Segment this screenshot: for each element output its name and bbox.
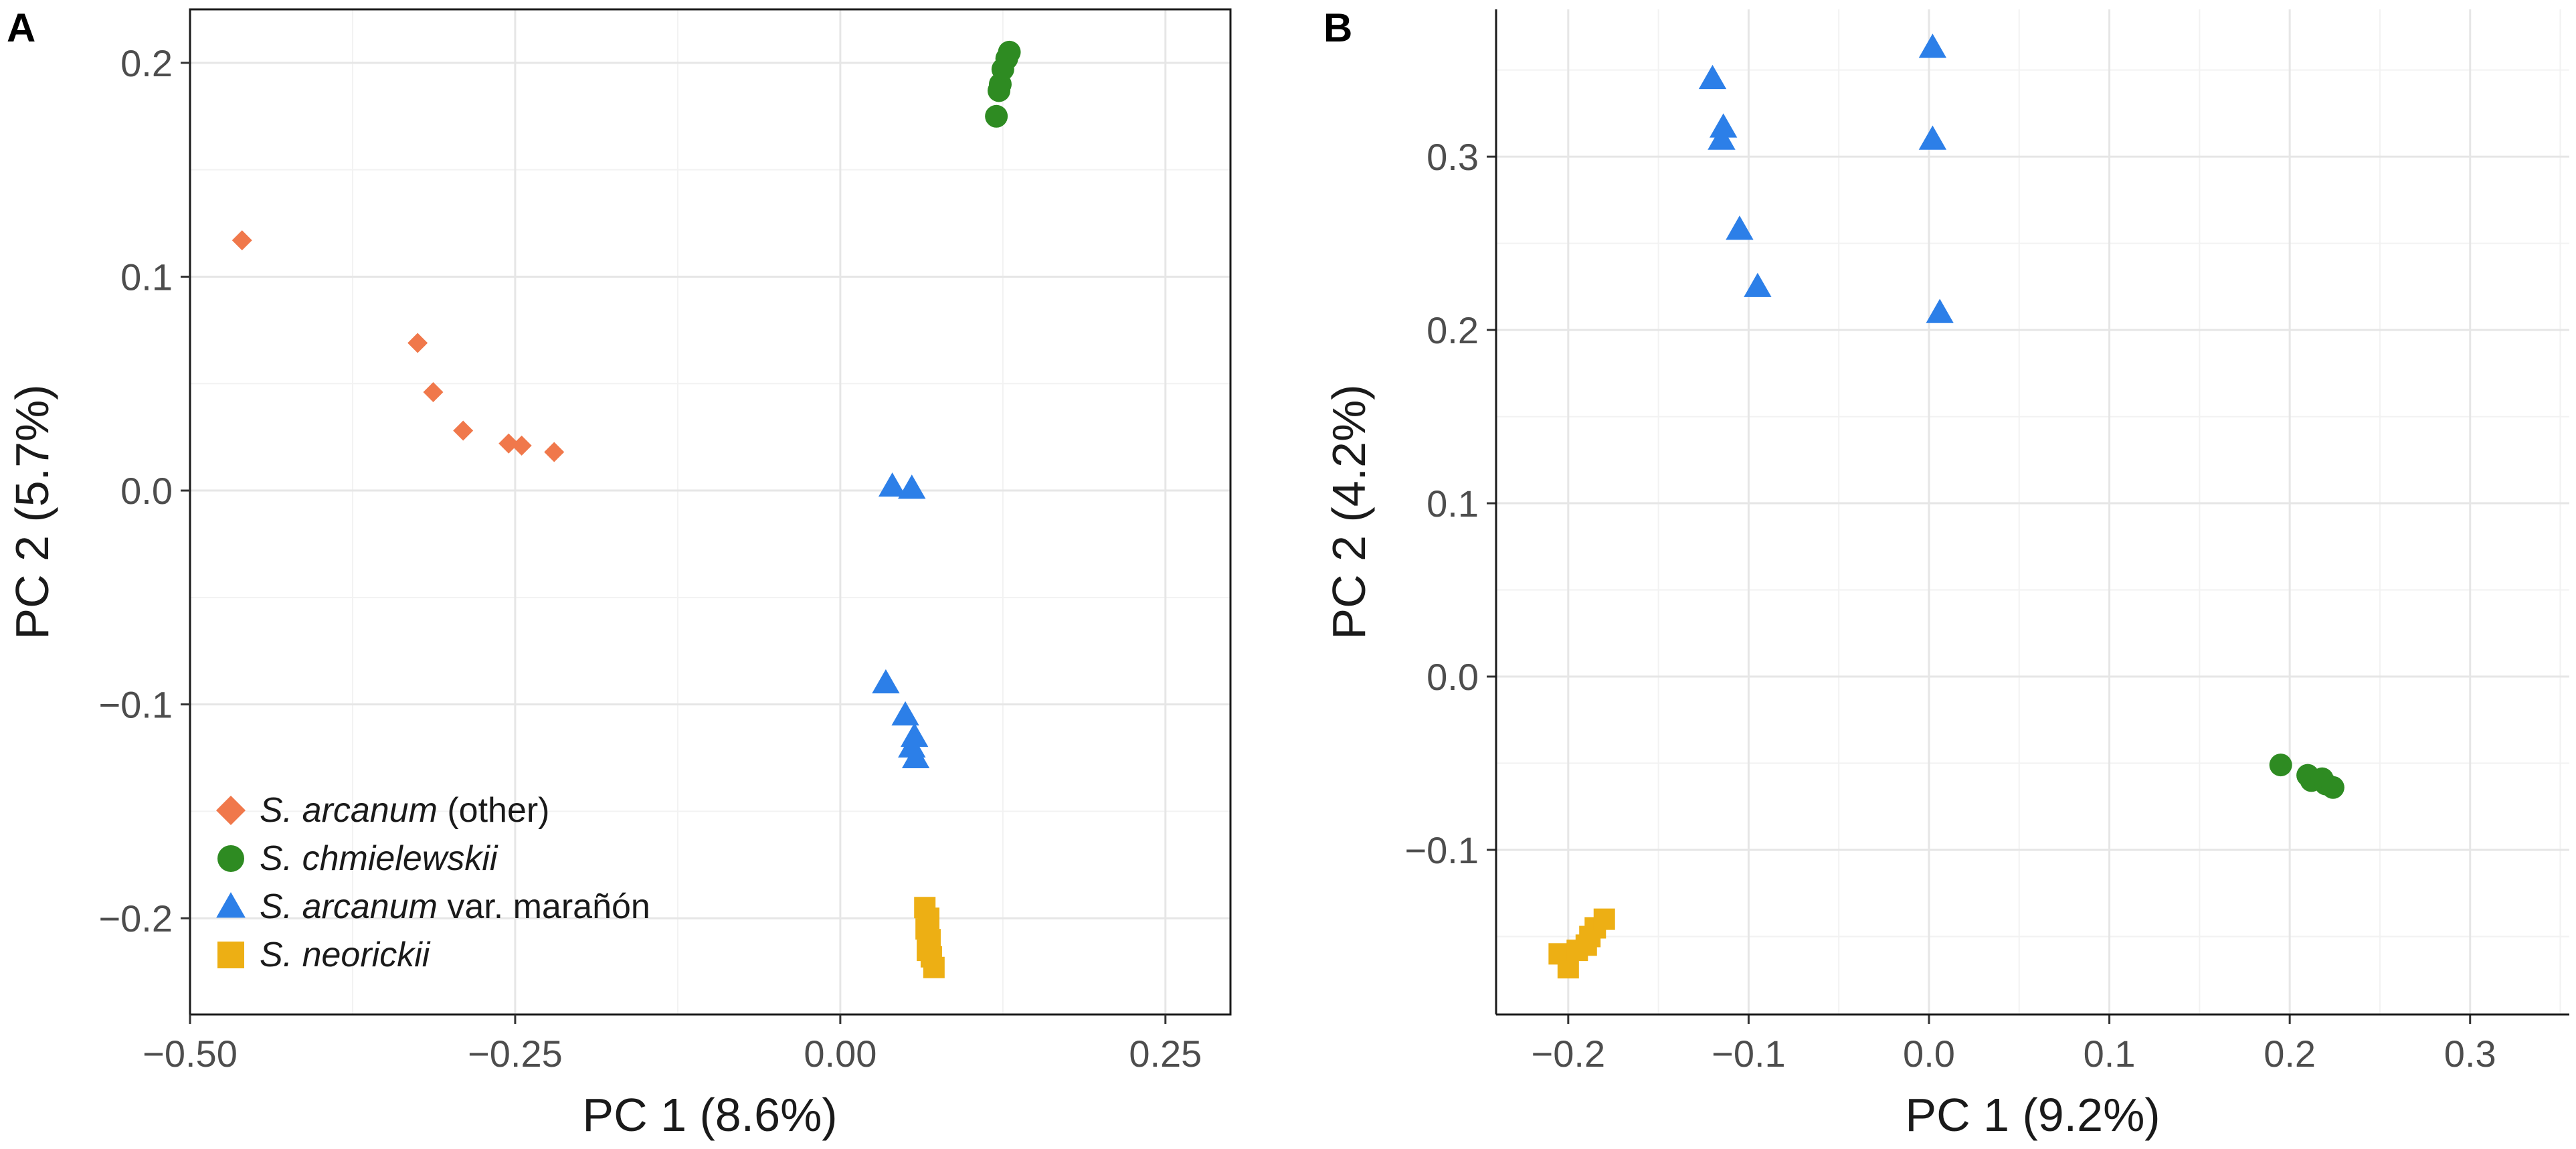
panel-a-y-tick-label: −0.1: [98, 684, 173, 726]
panel-b-point-maranon: [1709, 113, 1738, 138]
panel-a-point-arcanum_other: [498, 433, 519, 454]
panel-b: B −0.2 −0.1 0.0 0.1 0.2 0.3 −0.1 0.0 0.1 0.2 0.3 P…: [1323, 5, 2569, 1141]
panel-a-point-maranon: [901, 743, 930, 769]
panel-a-points: [232, 40, 1021, 978]
panel-a-point-chmielewskii: [985, 104, 1008, 128]
panel-a-point-neorickii: [923, 956, 945, 978]
panel-b-point-neorickii: [1557, 957, 1579, 979]
panel-a-x-tick-label: 0.25: [1129, 1033, 1202, 1075]
panel-b-xlabel: PC 1 (9.2%): [1905, 1089, 2160, 1141]
panel-a-ylabel: PC 2 (5.7%): [6, 384, 58, 639]
panel-a-point-maranon: [872, 669, 900, 694]
panel-a-x-tick-label: 0.00: [804, 1033, 877, 1075]
panel-a-y-tick-label: 0.2: [120, 42, 173, 84]
legend-swatch-maranon: [216, 892, 246, 918]
panel-a-point-maranon: [898, 474, 926, 499]
panel-b-letter: B: [1323, 5, 1352, 50]
panel-a-point-arcanum_other: [544, 442, 565, 462]
panel-b-point-chmielewskii: [2269, 754, 2292, 777]
panel-a-point-maranon: [891, 701, 919, 726]
panel-a-point-arcanum_other: [423, 382, 444, 403]
panel-b-y-tick-label: 0.3: [1427, 136, 1479, 178]
legend-label-neorickii: S. neorickii: [260, 936, 431, 974]
panel-b-y-tick-label: 0.1: [1427, 482, 1479, 525]
panel-a-axes: −0.50 −0.25 0.00 0.25 −0.2 −0.1 0.0 0.1 0.2: [98, 42, 1202, 1075]
panel-a-xlabel: PC 1 (8.6%): [582, 1089, 837, 1141]
panel-b-y-tick-label: 0.2: [1427, 309, 1479, 351]
panel-b-points: [1548, 33, 2344, 979]
panel-b-point-maranon: [1918, 125, 1947, 150]
panel-b-y-tick-label: −0.1: [1404, 829, 1479, 871]
panel-b-y-tick-label: 0.0: [1427, 656, 1479, 698]
panel-b-axes: −0.2 −0.1 0.0 0.1 0.2 0.3 −0.1 0.0 0.1 0.2 0.3: [1404, 136, 2496, 1075]
panel-a-y-tick-label: 0.1: [120, 256, 173, 298]
panel-b-x-tick-label: −0.1: [1712, 1033, 1786, 1075]
panel-b-x-tick-label: 0.3: [2444, 1033, 2496, 1075]
panel-b-point-maranon: [1698, 64, 1727, 90]
panel-b-point-maranon: [1708, 125, 1736, 150]
panel-b-x-tick-label: 0.1: [2084, 1033, 2136, 1075]
panel-a-x-tick-label: −0.25: [468, 1033, 563, 1075]
panel-b-x-tick-label: 0.2: [2264, 1033, 2316, 1075]
panel-b-grid: [1496, 9, 2569, 1014]
panel-a-y-tick-label: 0.0: [120, 470, 173, 512]
panel-a-x-tick-label: −0.50: [143, 1033, 238, 1075]
panel-a-point-arcanum_other: [453, 420, 474, 441]
legend: S. arcanum (other) S. chmielewskii S. ar…: [216, 791, 650, 974]
panel-a-point-maranon: [900, 722, 929, 747]
panel-a-frame: [189, 8, 1232, 1016]
panel-a-grid: [189, 9, 1230, 1014]
panel-a: A −0.50 −0.25 0.00 0.25 −0.2 −0.1 0.0 0.1 0.2 PC…: [6, 5, 1232, 1141]
panel-b-x-tick-label: −0.2: [1532, 1033, 1606, 1075]
panel-b-point-chmielewskii: [2321, 776, 2344, 799]
legend-label-chmielewskii: S. chmielewskii: [260, 839, 498, 878]
panel-b-point-maranon: [1744, 272, 1772, 297]
legend-label-arcanum-other: S. arcanum (other): [260, 791, 550, 830]
panel-b-point-neorickii: [1593, 908, 1615, 930]
panel-b-x-tick-label: 0.0: [1903, 1033, 1955, 1075]
panel-a-point-arcanum_other: [232, 230, 252, 251]
legend-swatch-neorickii: [217, 942, 244, 968]
panel-a-point-chmielewskii: [988, 79, 1011, 102]
panel-b-ylabel: PC 2 (4.2%): [1323, 384, 1375, 639]
panel-a-point-maranon: [878, 472, 907, 497]
panel-a-letter: A: [7, 5, 35, 50]
panel-a-y-tick-label: −0.2: [98, 897, 173, 940]
panel-a-point-arcanum_other: [407, 333, 428, 353]
legend-swatch-chmielewskii: [217, 845, 244, 872]
panel-b-point-maranon: [1726, 215, 1754, 240]
legend-label-maranon: S. arcanum var. marañón: [260, 887, 650, 926]
panel-b-point-maranon: [1926, 298, 1954, 323]
panel-b-point-maranon: [1918, 33, 1947, 58]
panel-a-point-arcanum_other: [511, 435, 532, 456]
legend-swatch-arcanum-other: [216, 796, 246, 825]
